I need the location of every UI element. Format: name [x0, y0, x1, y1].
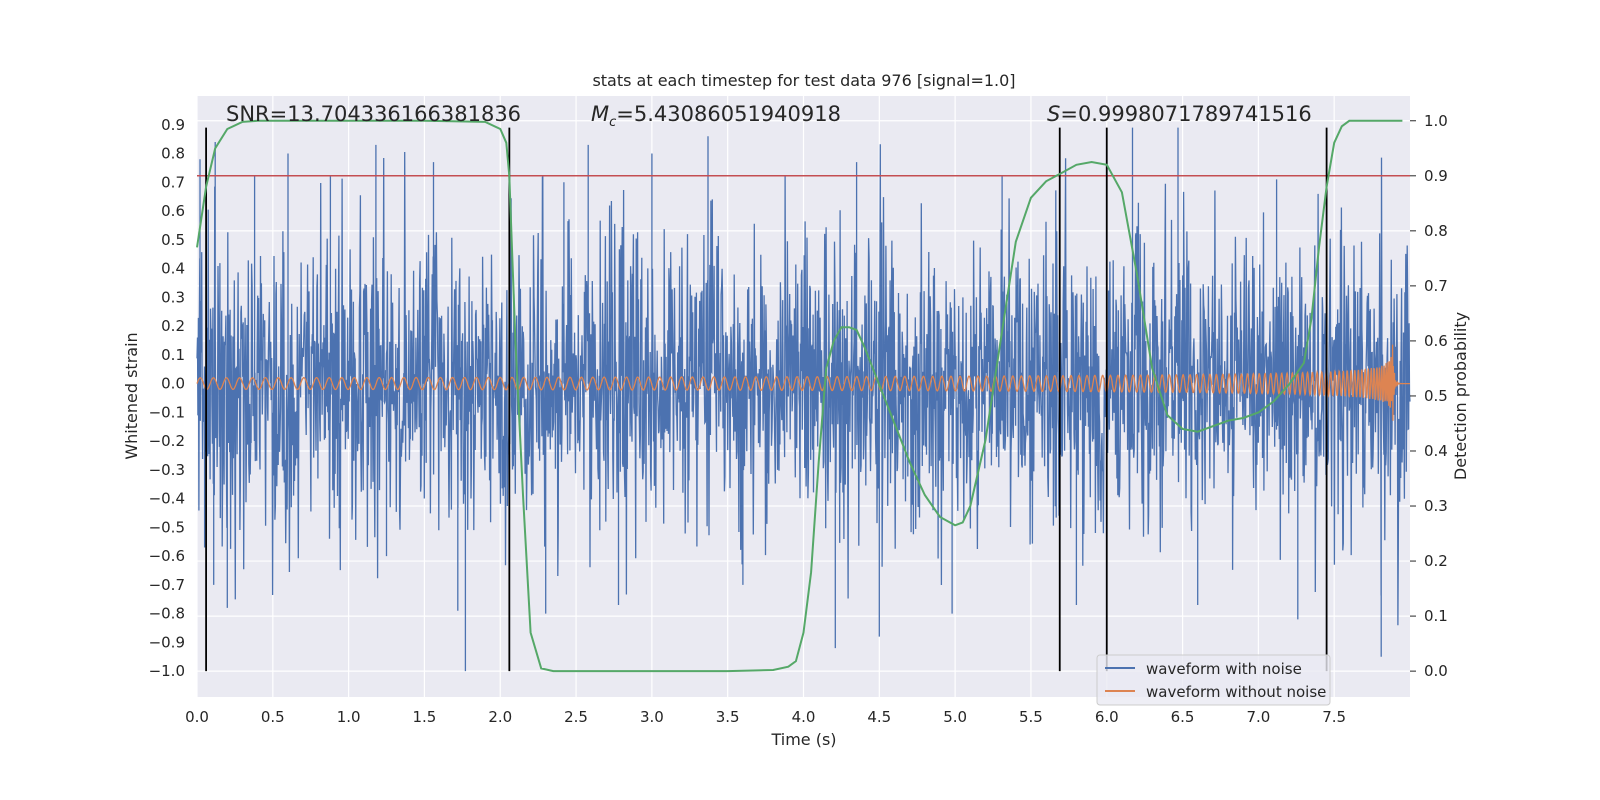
x-tick-label: 2.5 [564, 708, 588, 726]
y2-tick-label: 1.0 [1424, 112, 1448, 130]
score-value: =0.9998071789741516 [1060, 102, 1311, 126]
y-tick-label: −0.3 [149, 461, 185, 479]
x-tick-label: 0.5 [261, 708, 285, 726]
y2-tick-label: 0.8 [1424, 222, 1448, 240]
chirp-mass-annotation: Mc=5.43086051940918 [591, 102, 841, 130]
y-tick-label: −0.2 [149, 432, 185, 450]
x-tick-label: 3.5 [716, 708, 740, 726]
legend-label-clean: waveform without noise [1146, 683, 1326, 701]
y-tick-label: −0.1 [149, 403, 185, 421]
y-tick-label: −0.8 [149, 605, 185, 623]
plot-series [196, 119, 1411, 673]
y2-tick-label: 0.3 [1424, 497, 1448, 515]
y2-axis-ticks: 1.0 0.9 0.8 0.7 0.6 0.5 0.4 0.3 0.2 0.1 0.0 [1410, 112, 1448, 680]
x-tick-label: 4.0 [792, 708, 816, 726]
y2-tick-label: 0.5 [1424, 387, 1448, 405]
y-tick-label: 0.6 [161, 202, 185, 220]
series-waveform-with-noise [196, 127, 1411, 672]
score-annotation: S=0.9998071789741516 [1047, 102, 1312, 126]
x-tick-label: 5.5 [1019, 708, 1043, 726]
legend: waveform with noise waveform without noi… [1096, 654, 1331, 706]
x-axis-ticks: 0.0 0.5 1.0 1.5 2.0 2.5 3.0 3.5 4.0 4.5 5.0 5.5 6.0 6… [185, 708, 1346, 726]
legend-box [1096, 654, 1331, 706]
y-tick-label: 0.9 [161, 116, 185, 134]
annotations: SNR=13.704336166381836 Mc=5.430860519409… [226, 102, 1312, 130]
x-tick-label: 6.5 [1171, 708, 1195, 726]
y-tick-label: −0.9 [149, 633, 185, 651]
y2-tick-label: 0.2 [1424, 552, 1448, 570]
chirp-mass-value: =5.43086051940918 [616, 102, 841, 126]
chirp-mass-subscript: c [609, 115, 616, 130]
x-tick-label: 5.0 [943, 708, 967, 726]
y2-tick-label: 0.9 [1424, 167, 1448, 185]
legend-label-noise: waveform with noise [1146, 660, 1302, 678]
x-tick-label: 3.0 [640, 708, 664, 726]
x-tick-label: 0.0 [185, 708, 209, 726]
x-tick-label: 1.5 [413, 708, 437, 726]
x-tick-label: 7.0 [1246, 708, 1270, 726]
chirp-mass-symbol: M [591, 102, 609, 126]
y-tick-label: 0.2 [161, 317, 185, 335]
x-tick-label: 6.0 [1095, 708, 1119, 726]
y2-tick-label: 0.0 [1424, 662, 1448, 680]
y-tick-label: 0.3 [161, 288, 185, 306]
y-tick-label: 0.4 [161, 260, 185, 278]
x-axis-label: Time (s) [770, 730, 836, 749]
y2-tick-label: 0.6 [1424, 332, 1448, 350]
x-tick-label: 4.5 [867, 708, 891, 726]
chart-title: stats at each timestep for test data 976… [592, 71, 1015, 90]
y-tick-label: −0.4 [149, 490, 185, 508]
series-waveform-without-noise [196, 344, 1410, 421]
y2-tick-label: 0.7 [1424, 277, 1448, 295]
y-tick-label: 0.5 [161, 231, 185, 249]
y-tick-label: 0.8 [161, 145, 185, 163]
y-tick-label: −1.0 [149, 662, 185, 680]
y-tick-label: 0.1 [161, 346, 185, 364]
event-markers [205, 127, 1328, 672]
score-symbol: S [1047, 102, 1060, 126]
x-tick-label: 2.0 [488, 708, 512, 726]
y-tick-label: −0.6 [149, 547, 185, 565]
y-tick-label: 0.7 [161, 173, 185, 191]
series-detection-probability [196, 119, 1403, 673]
y-axis-ticks: 0.9 0.8 0.7 0.6 0.5 0.4 0.3 0.2 0.1 0.0 −0.1 −0.2 −0… [149, 116, 185, 680]
x-tick-label: 1.0 [337, 708, 361, 726]
y2-tick-label: 0.4 [1424, 442, 1448, 460]
y-tick-label: −0.5 [149, 518, 185, 536]
snr-annotation: SNR=13.704336166381836 [226, 102, 521, 126]
y-axis-label: Whitened strain [122, 332, 141, 459]
y2-tick-label: 0.1 [1424, 607, 1448, 625]
y-tick-label: −0.7 [149, 576, 185, 594]
x-tick-label: 7.5 [1322, 708, 1346, 726]
y2-axis-label: Detection probability [1451, 312, 1470, 480]
y-tick-label: 0.0 [161, 375, 185, 393]
